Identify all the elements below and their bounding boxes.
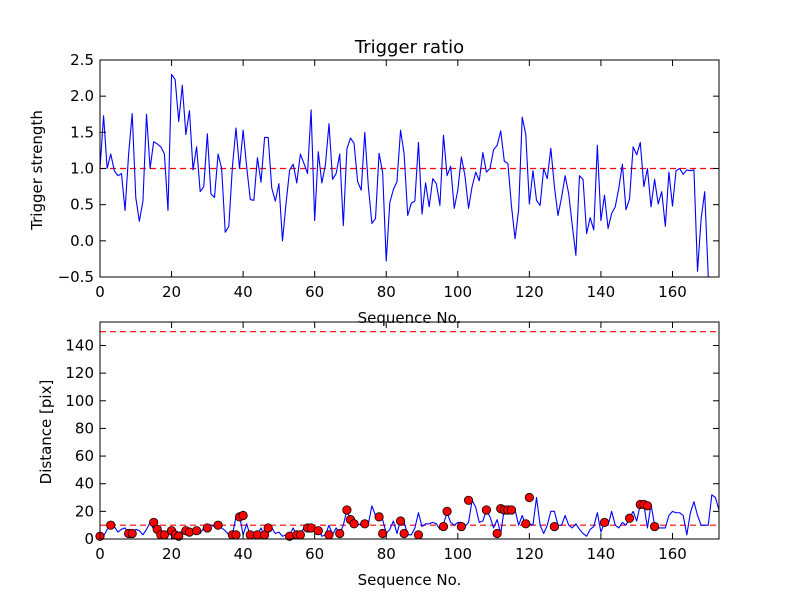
x-tick-label: 60: [305, 545, 324, 563]
trigger-ratio-chart: Trigger ratio Sequence No. Trigger stren…: [28, 37, 720, 327]
x-tick-label: 160: [658, 283, 687, 301]
data-point: [238, 510, 248, 521]
y-tick-label: 140: [65, 336, 94, 354]
y-axis-label: Trigger strength: [28, 110, 46, 231]
data-point: [360, 519, 370, 529]
y-tick-label: −0.5: [58, 268, 94, 286]
y-tick-label: 0.5: [70, 196, 94, 214]
data-point: [599, 517, 610, 528]
data-point: [399, 528, 409, 539]
data-point: [524, 492, 534, 503]
y-tick-label: 1.5: [70, 123, 94, 141]
data-point: [349, 519, 359, 529]
data-point: [295, 530, 305, 540]
y-tick-label: 100: [65, 392, 94, 410]
data-point: [127, 528, 137, 539]
x-axis-label: Sequence No.: [358, 309, 462, 327]
y-tick-label: 1.0: [70, 160, 94, 178]
data-point: [324, 530, 334, 540]
x-tick-label: 20: [162, 283, 181, 301]
data-point: [649, 521, 660, 532]
x-tick-label: 40: [234, 545, 253, 563]
data-point: [438, 521, 449, 532]
data-point: [231, 530, 241, 540]
data-point: [342, 505, 352, 515]
data-point: [202, 523, 212, 533]
data-point: [506, 505, 517, 515]
data-point: [192, 526, 202, 536]
y-tick-label: 0: [84, 530, 94, 548]
y-tick-label: 20: [75, 502, 94, 520]
x-tick-label: 100: [443, 283, 472, 301]
x-tick-label: 80: [377, 545, 396, 563]
data-point: [335, 528, 345, 539]
x-tick-label: 120: [515, 545, 544, 563]
series-line: [100, 73, 709, 277]
y-tick-label: 40: [75, 475, 94, 493]
data-point: [442, 506, 452, 516]
x-tick-label: 0: [95, 545, 105, 563]
data-point: [456, 521, 466, 532]
data-point: [263, 523, 273, 533]
data-point: [521, 519, 531, 529]
x-tick-label: 100: [443, 545, 472, 563]
x-axis-label: Sequence No.: [358, 571, 462, 589]
data-point: [413, 530, 424, 540]
plot-frame: [99, 321, 720, 540]
data-point: [463, 495, 474, 505]
y-tick-label: 60: [75, 447, 94, 465]
distance-chart: Sequence No. Distance [pix] 0 20 40 60 80 100…: [37, 321, 720, 589]
data-point: [106, 520, 116, 530]
x-tick-label: 0: [95, 283, 105, 301]
data-point: [374, 512, 384, 522]
x-tick-label: 20: [162, 545, 181, 563]
x-tick-label: 80: [377, 283, 396, 301]
x-tick-label: 140: [587, 283, 616, 301]
data-point: [313, 526, 323, 536]
data-point: [378, 528, 388, 539]
x-tick-label: 140: [587, 545, 616, 563]
y-axis-label: Distance [pix]: [37, 380, 55, 485]
data-point: [549, 521, 560, 532]
y-tick-label: 0.0: [70, 232, 94, 250]
data-point: [481, 505, 492, 515]
x-tick-label: 40: [234, 283, 253, 301]
data-point: [213, 520, 223, 530]
y-tick-label: 80: [75, 419, 94, 437]
y-tick-label: 2.0: [70, 87, 94, 105]
y-tick-label: 120: [65, 364, 94, 382]
data-point: [174, 531, 184, 541]
x-tick-label: 120: [515, 283, 544, 301]
plot-data: [100, 73, 719, 277]
chart-title: Trigger ratio: [354, 37, 464, 58]
x-tick-label: 60: [305, 283, 324, 301]
data-point: [642, 501, 653, 511]
data-point: [624, 513, 635, 523]
x-tick-label: 160: [658, 545, 687, 563]
y-tick-label: 2.5: [70, 51, 94, 69]
data-point: [395, 516, 406, 526]
data-point: [492, 528, 502, 539]
